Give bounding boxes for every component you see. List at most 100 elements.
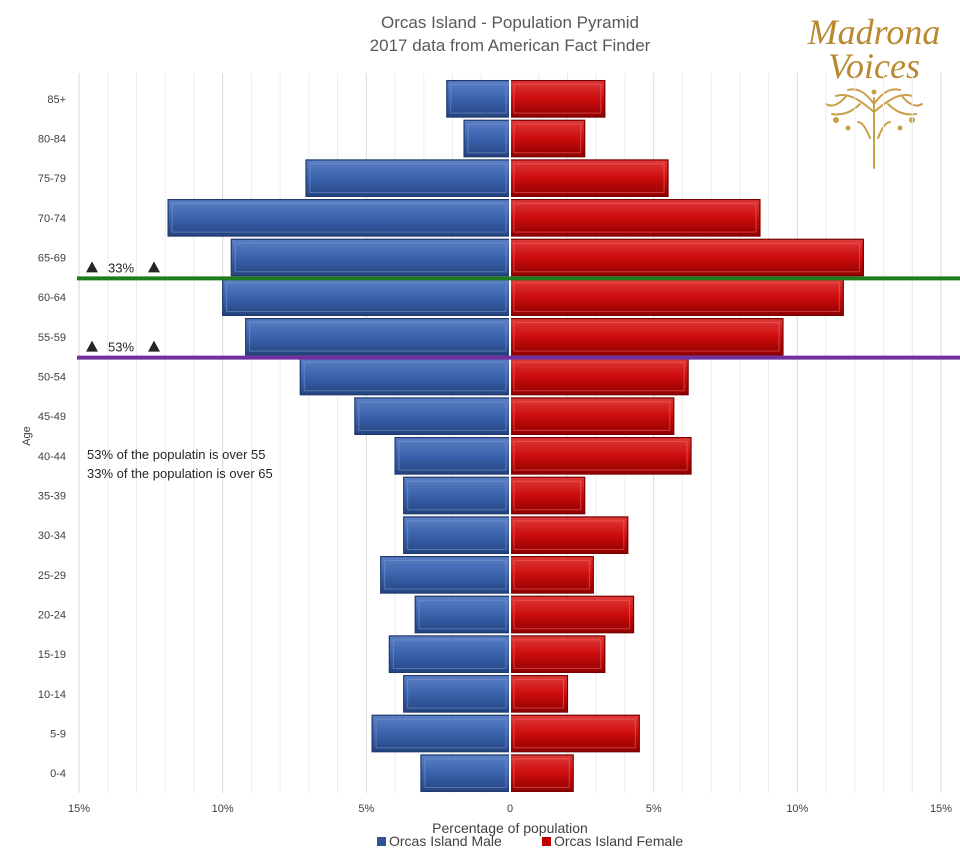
bar-male-5-9 [371,714,511,753]
bar-female-bevel-85+ [513,84,602,114]
bar-male-20-24 [414,595,511,634]
age-label-55-59: 55-59 [38,332,66,344]
bar-female-15-19 [509,635,606,674]
x-axis-label: Percentage of population [432,820,588,836]
bar-male-bevel-60-64 [226,282,507,312]
age-label-80-84: 80-84 [38,134,66,146]
bar-female-bevel-70-74 [513,203,757,233]
age-label-0-4: 0-4 [50,768,66,780]
bar-male-70-74 [167,198,511,237]
x-tick-label: 10% [212,803,234,815]
bar-male-25-29 [380,555,511,594]
bar-male-bevel-15-19 [392,639,507,669]
triangle-marker-icon [86,340,98,352]
legend-swatch-male [377,837,386,846]
triangle-marker-icon [148,261,160,273]
age-label-65-69: 65-69 [38,253,66,265]
bar-female-25-29 [509,555,594,594]
logo-line-2: Voices [828,46,920,86]
bar-male-85+ [446,79,511,118]
legend-label-male: Orcas Island Male [389,833,502,849]
bar-male-bevel-80-84 [467,123,507,154]
bar-male-40-44 [394,436,511,475]
x-tick-label: 5% [358,803,374,815]
x-tick-label: 10% [786,803,808,815]
x-tick-label: 15% [930,803,952,815]
bar-female-80-84 [509,119,586,158]
bar-female-bevel-15-19 [513,639,602,669]
bar-female-bevel-75-79 [513,163,665,193]
bar-female-bevel-10-14 [513,679,564,709]
bar-female-20-24 [509,595,635,634]
bar-female-85+ [509,79,606,118]
bar-female-bevel-0-4 [513,758,570,788]
bar-female-50-54 [509,357,689,396]
bar-female-0-4 [509,754,574,793]
age-label-35-39: 35-39 [38,491,66,503]
bar-male-bevel-35-39 [407,480,507,511]
bar-female-65-69 [509,238,865,277]
bar-female-bevel-40-44 [513,441,688,471]
bar-male-bevel-75-79 [309,163,507,193]
bar-female-60-64 [509,278,844,317]
bar-female-bevel-65-69 [513,242,860,273]
bar-male-bevel-65-69 [234,242,507,273]
bar-female-bevel-20-24 [513,599,631,630]
age-label-70-74: 70-74 [38,213,66,225]
bar-female-bevel-25-29 [513,560,590,590]
age-label-20-24: 20-24 [38,610,66,622]
bar-male-bevel-0-4 [424,758,507,788]
triangle-marker-icon [86,261,98,273]
bar-male-0-4 [420,754,511,793]
annotation-over-65: 33% of the population is over 65 [87,466,273,481]
annotation-over-55: 53% of the populatin is over 55 [87,447,266,462]
bar-male-45-49 [354,397,511,436]
age-label-60-64: 60-64 [38,292,66,304]
age-label-10-14: 10-14 [38,689,66,701]
reference-line-label-1: 33% [108,260,134,275]
bar-male-80-84 [463,119,511,158]
bar-female-30-34 [509,516,629,555]
bar-male-15-19 [388,635,511,674]
x-tick-label: 0 [507,803,513,815]
madrona-tree-icon [825,88,923,169]
bar-male-bevel-85+ [450,84,507,114]
age-label-75-79: 75-79 [38,173,66,185]
triangle-marker-icon [148,340,160,352]
x-tick-label: 15% [68,803,90,815]
bar-female-bevel-45-49 [513,401,671,431]
bar-female-bevel-35-39 [513,480,582,511]
bar-male-bevel-40-44 [398,441,507,471]
bar-male-10-14 [403,674,511,713]
bar-male-60-64 [222,278,511,317]
bar-female-40-44 [509,436,692,475]
bar-female-75-79 [509,159,669,198]
bar-female-bevel-55-59 [513,322,780,352]
bar-female-70-74 [509,198,761,237]
bar-female-10-14 [509,674,569,713]
chart-title-group: Orcas Island - Population Pyramid 2017 d… [370,13,651,55]
annotation-notes: 53% of the populatin is over 55 33% of t… [87,447,273,481]
age-label-30-34: 30-34 [38,530,66,542]
bar-male-bevel-70-74 [171,203,507,233]
reference-line-label-2: 53% [108,340,134,355]
bar-male-bevel-45-49 [358,401,507,431]
age-label-15-19: 15-19 [38,649,66,661]
bar-male-55-59 [245,317,511,356]
legend-swatch-female [542,837,551,846]
age-label-85+: 85+ [47,94,66,106]
logo-line-1: Madrona [807,12,941,52]
bar-female-35-39 [509,476,586,515]
bar-male-30-34 [403,516,511,555]
bar-female-bevel-60-64 [513,282,840,312]
bar-male-bevel-30-34 [407,520,507,550]
bars [167,73,865,793]
madrona-voices-logo: Madrona Voices [807,12,941,169]
bar-male-bevel-55-59 [249,322,507,352]
bar-female-bevel-5-9 [513,718,636,749]
bar-male-75-79 [305,159,511,198]
bar-female-bevel-30-34 [513,520,625,550]
y-axis-label: Age [21,426,33,446]
bar-male-bevel-50-54 [303,361,507,392]
chart-subtitle: 2017 data from American Fact Finder [370,36,651,55]
